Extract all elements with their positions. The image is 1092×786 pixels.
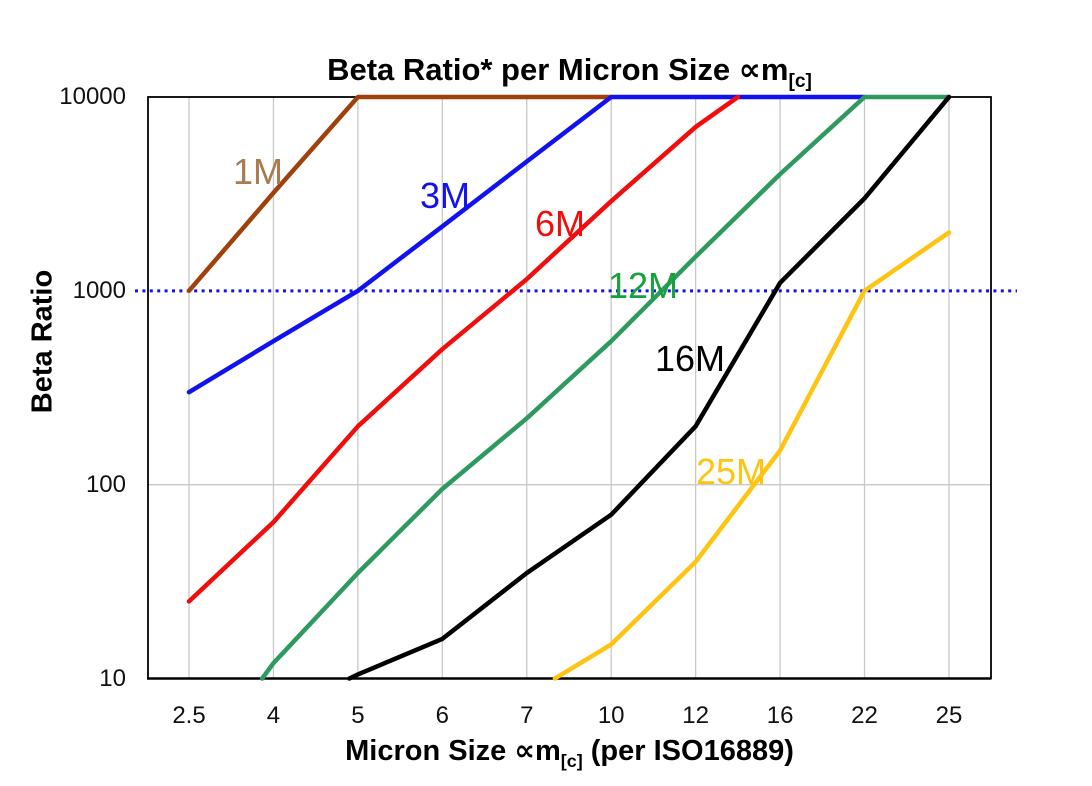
series-label-25M: 25M <box>695 451 767 492</box>
x-tick-label-4: 4 <box>266 702 281 729</box>
x-axis-title: Micron Size ∝m[c] (per ISO16889) <box>148 733 991 772</box>
x-tick-label-12: 12 <box>682 702 709 729</box>
x-tick-label-2.5: 2.5 <box>172 702 206 729</box>
series-label-3M: 3M <box>419 175 471 216</box>
y-tick-label-1000: 1000 <box>72 276 126 304</box>
x-axis-title-suffix: (per ISO16889) <box>582 735 794 767</box>
x-tick-label-5: 5 <box>351 702 365 729</box>
series-line-3M <box>186 94 867 395</box>
series-line-1M <box>186 94 614 294</box>
proportional-m-symbol: ∝m <box>738 52 789 87</box>
x-tick-label-25: 25 <box>935 702 963 729</box>
x-tick-label-7: 7 <box>520 702 534 729</box>
chart-title: Beta Ratio* per Micron Size ∝m[c] <box>148 52 991 93</box>
y-tick-label-100: 100 <box>85 470 126 498</box>
x-tick-label-6: 6 <box>435 702 449 729</box>
series-label-12M: 12M <box>607 265 679 306</box>
series-line-6M <box>186 94 741 604</box>
y-tick-label-10000: 10000 <box>59 83 126 110</box>
series-label-16M: 16M <box>654 338 726 379</box>
series-label-1M: 1M <box>232 151 284 192</box>
series-line-25M <box>552 230 952 681</box>
x-axis-title-text: Micron Size <box>345 735 515 767</box>
series-label-6M: 6M <box>534 203 586 244</box>
chart-title-subscript: [c] <box>788 71 812 93</box>
series-line-12M <box>259 94 952 681</box>
y-axis-title: Beta Ratio <box>26 269 59 414</box>
x-tick-label-10: 10 <box>597 702 625 729</box>
series-line-16M <box>347 94 952 681</box>
x-tick-label-22: 22 <box>851 702 878 729</box>
x-tick-label-16: 16 <box>766 702 794 729</box>
y-tick-label-10: 10 <box>99 664 126 692</box>
proportional-m-symbol: ∝m <box>514 735 561 767</box>
chart-title-text: Beta Ratio* per Micron Size <box>327 52 739 87</box>
x-axis-title-subscript: [c] <box>560 750 583 771</box>
